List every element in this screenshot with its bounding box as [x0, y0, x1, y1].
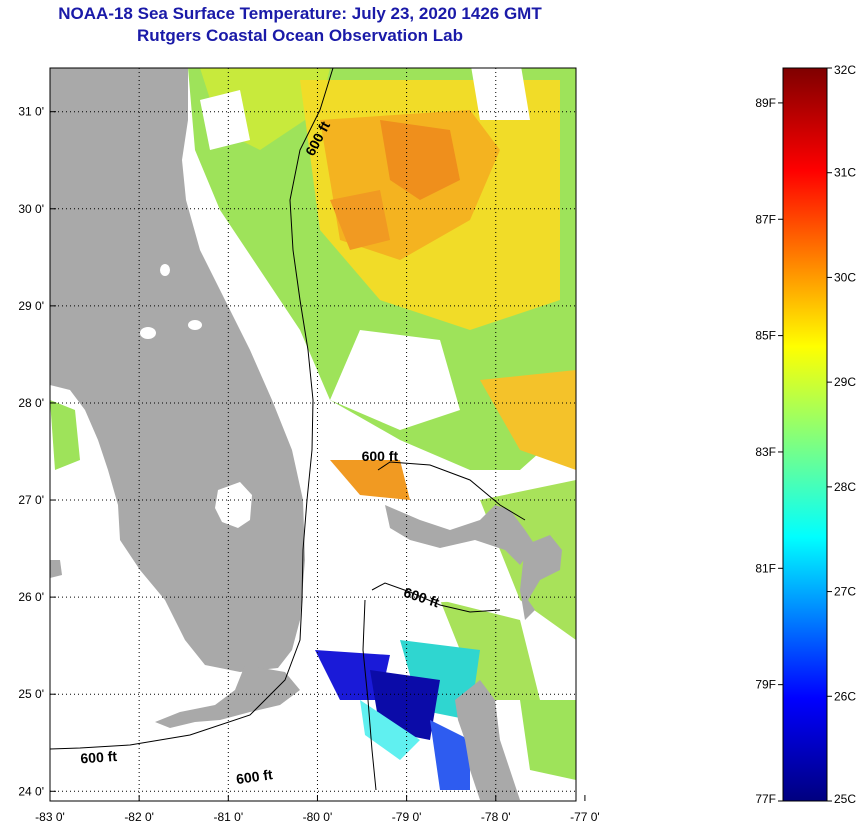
celsius-label: 32C: [834, 63, 856, 77]
fahrenheit-label: 89F: [755, 96, 776, 110]
longitude-label: -77 0': [570, 810, 600, 824]
fahrenheit-label: 85F: [755, 329, 776, 343]
depth-contour-label: 600 ft: [235, 766, 274, 787]
longitude-label: -80 0': [303, 810, 333, 824]
celsius-label: 31C: [834, 166, 856, 180]
latitude-label: 28 0': [18, 396, 44, 410]
latitude-label: 29 0': [18, 299, 44, 313]
depth-contour-label: 600 ft: [80, 748, 118, 767]
latitude-ticks: 31 0' 30 0' 29 0' 28 0' 27 0' 26 0' 25 0' 24 0': [18, 105, 56, 798]
celsius-label: 27C: [834, 585, 856, 599]
longitude-ticks: -83 0' -82 0' -81 0' -80 0' -79 0' -78 0' -77 …: [35, 795, 600, 824]
latitude-label: 25 0': [18, 687, 44, 701]
colorbar-fahrenheit-labels: 89F 87F 85F 83F 81F 79F 77F: [755, 96, 783, 806]
latitude-label: 24 0': [18, 784, 44, 798]
fahrenheit-label: 79F: [755, 678, 776, 692]
land-masses: [50, 68, 562, 800]
latitude-label: 27 0': [18, 493, 44, 507]
depth-contour-label: 600 ft: [362, 448, 399, 464]
latitude-label: 31 0': [18, 105, 44, 119]
celsius-label: 29C: [834, 375, 856, 389]
latitude-label: 26 0': [18, 590, 44, 604]
colorbar-gradient: [782, 67, 828, 802]
fahrenheit-label: 81F: [755, 561, 776, 575]
celsius-label: 30C: [834, 270, 856, 284]
longitude-label: -79 0': [392, 810, 422, 824]
fahrenheit-label: 77F: [755, 792, 776, 806]
latitude-label: 30 0': [18, 202, 44, 216]
colorbar: 32C 31C 30C 29C 28C 27C 26C 25C 89F 87F 85F 83F 81F…: [755, 63, 856, 806]
celsius-label: 28C: [834, 480, 856, 494]
longitude-label: -82 0': [124, 810, 154, 824]
celsius-label: 25C: [834, 792, 856, 806]
longitude-label: -81 0': [213, 810, 243, 824]
fahrenheit-label: 83F: [755, 445, 776, 459]
fahrenheit-label: 87F: [755, 212, 776, 226]
map-title: NOAA-18 Sea Surface Temperature: July 23…: [58, 4, 542, 23]
longitude-label: -83 0': [35, 810, 65, 824]
celsius-label: 26C: [834, 689, 856, 703]
colorbar-celsius-labels: 32C 31C 30C 29C 28C 27C 26C 25C: [827, 63, 856, 806]
map-subtitle: Rutgers Coastal Ocean Observation Lab: [137, 26, 463, 45]
longitude-label: -78 0': [481, 810, 511, 824]
map-frame: [49, 67, 577, 802]
